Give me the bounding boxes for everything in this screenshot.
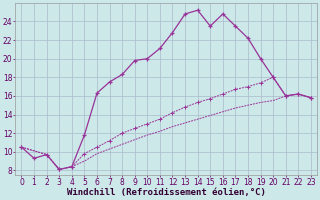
X-axis label: Windchill (Refroidissement éolien,°C): Windchill (Refroidissement éolien,°C)	[67, 188, 266, 197]
